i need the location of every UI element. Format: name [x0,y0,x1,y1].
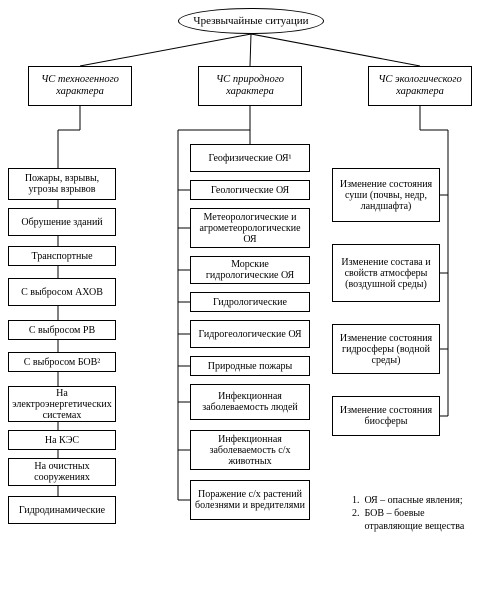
footnotes: 1. ОЯ – опасные явления; 2. БОВ – боевые… [352,494,464,533]
root-node: Чрезвычайные ситуации [178,8,324,34]
item-tech-0: Пожары, взрывы, угрозы взрывов [8,168,116,200]
item-nat-9: Поражение с/х растений болезнями и вреди… [190,480,310,520]
item-nat-2: Метеорологические и агрометеорологически… [190,208,310,248]
item-nat-3: Морские гидрологические ОЯ [190,256,310,284]
category-nat: ЧС природного характера [198,66,302,106]
diagram-canvas: Чрезвычайные ситуации ЧС техногенного хар… [0,0,500,607]
item-tech-2: Транспортные [8,246,116,266]
item-tech-8: На очистных сооружениях [8,458,116,486]
item-tech-6: На электроэнергетических системах [8,386,116,422]
item-nat-1: Геологические ОЯ [190,180,310,200]
item-tech-1: Обрушение зданий [8,208,116,236]
item-nat-7: Инфекционная заболеваемость людей [190,384,310,420]
item-nat-6: Природные пожары [190,356,310,376]
item-nat-4: Гидрологические [190,292,310,312]
item-eco-1: Изменение состава и свойств атмосферы (в… [332,244,440,302]
category-eco: ЧС экологического характера [368,66,472,106]
item-eco-2: Изменение состояния гидросферы (водной с… [332,324,440,374]
item-nat-5: Гидрогеологические ОЯ [190,320,310,348]
item-nat-8: Инфекционная заболеваемость с/х животных [190,430,310,470]
item-eco-3: Изменение состояния биосферы [332,396,440,436]
item-tech-4: С выбросом РВ [8,320,116,340]
item-nat-0: Геофизические ОЯ¹ [190,144,310,172]
item-tech-5: С выбросом БОВ² [8,352,116,372]
item-tech-3: С выбросом АХОВ [8,278,116,306]
category-tech: ЧС техногенного характера [28,66,132,106]
item-tech-7: На КЭС [8,430,116,450]
item-eco-0: Изменение состояния суши (почвы, недр, л… [332,168,440,222]
item-tech-9: Гидродинамические [8,496,116,524]
